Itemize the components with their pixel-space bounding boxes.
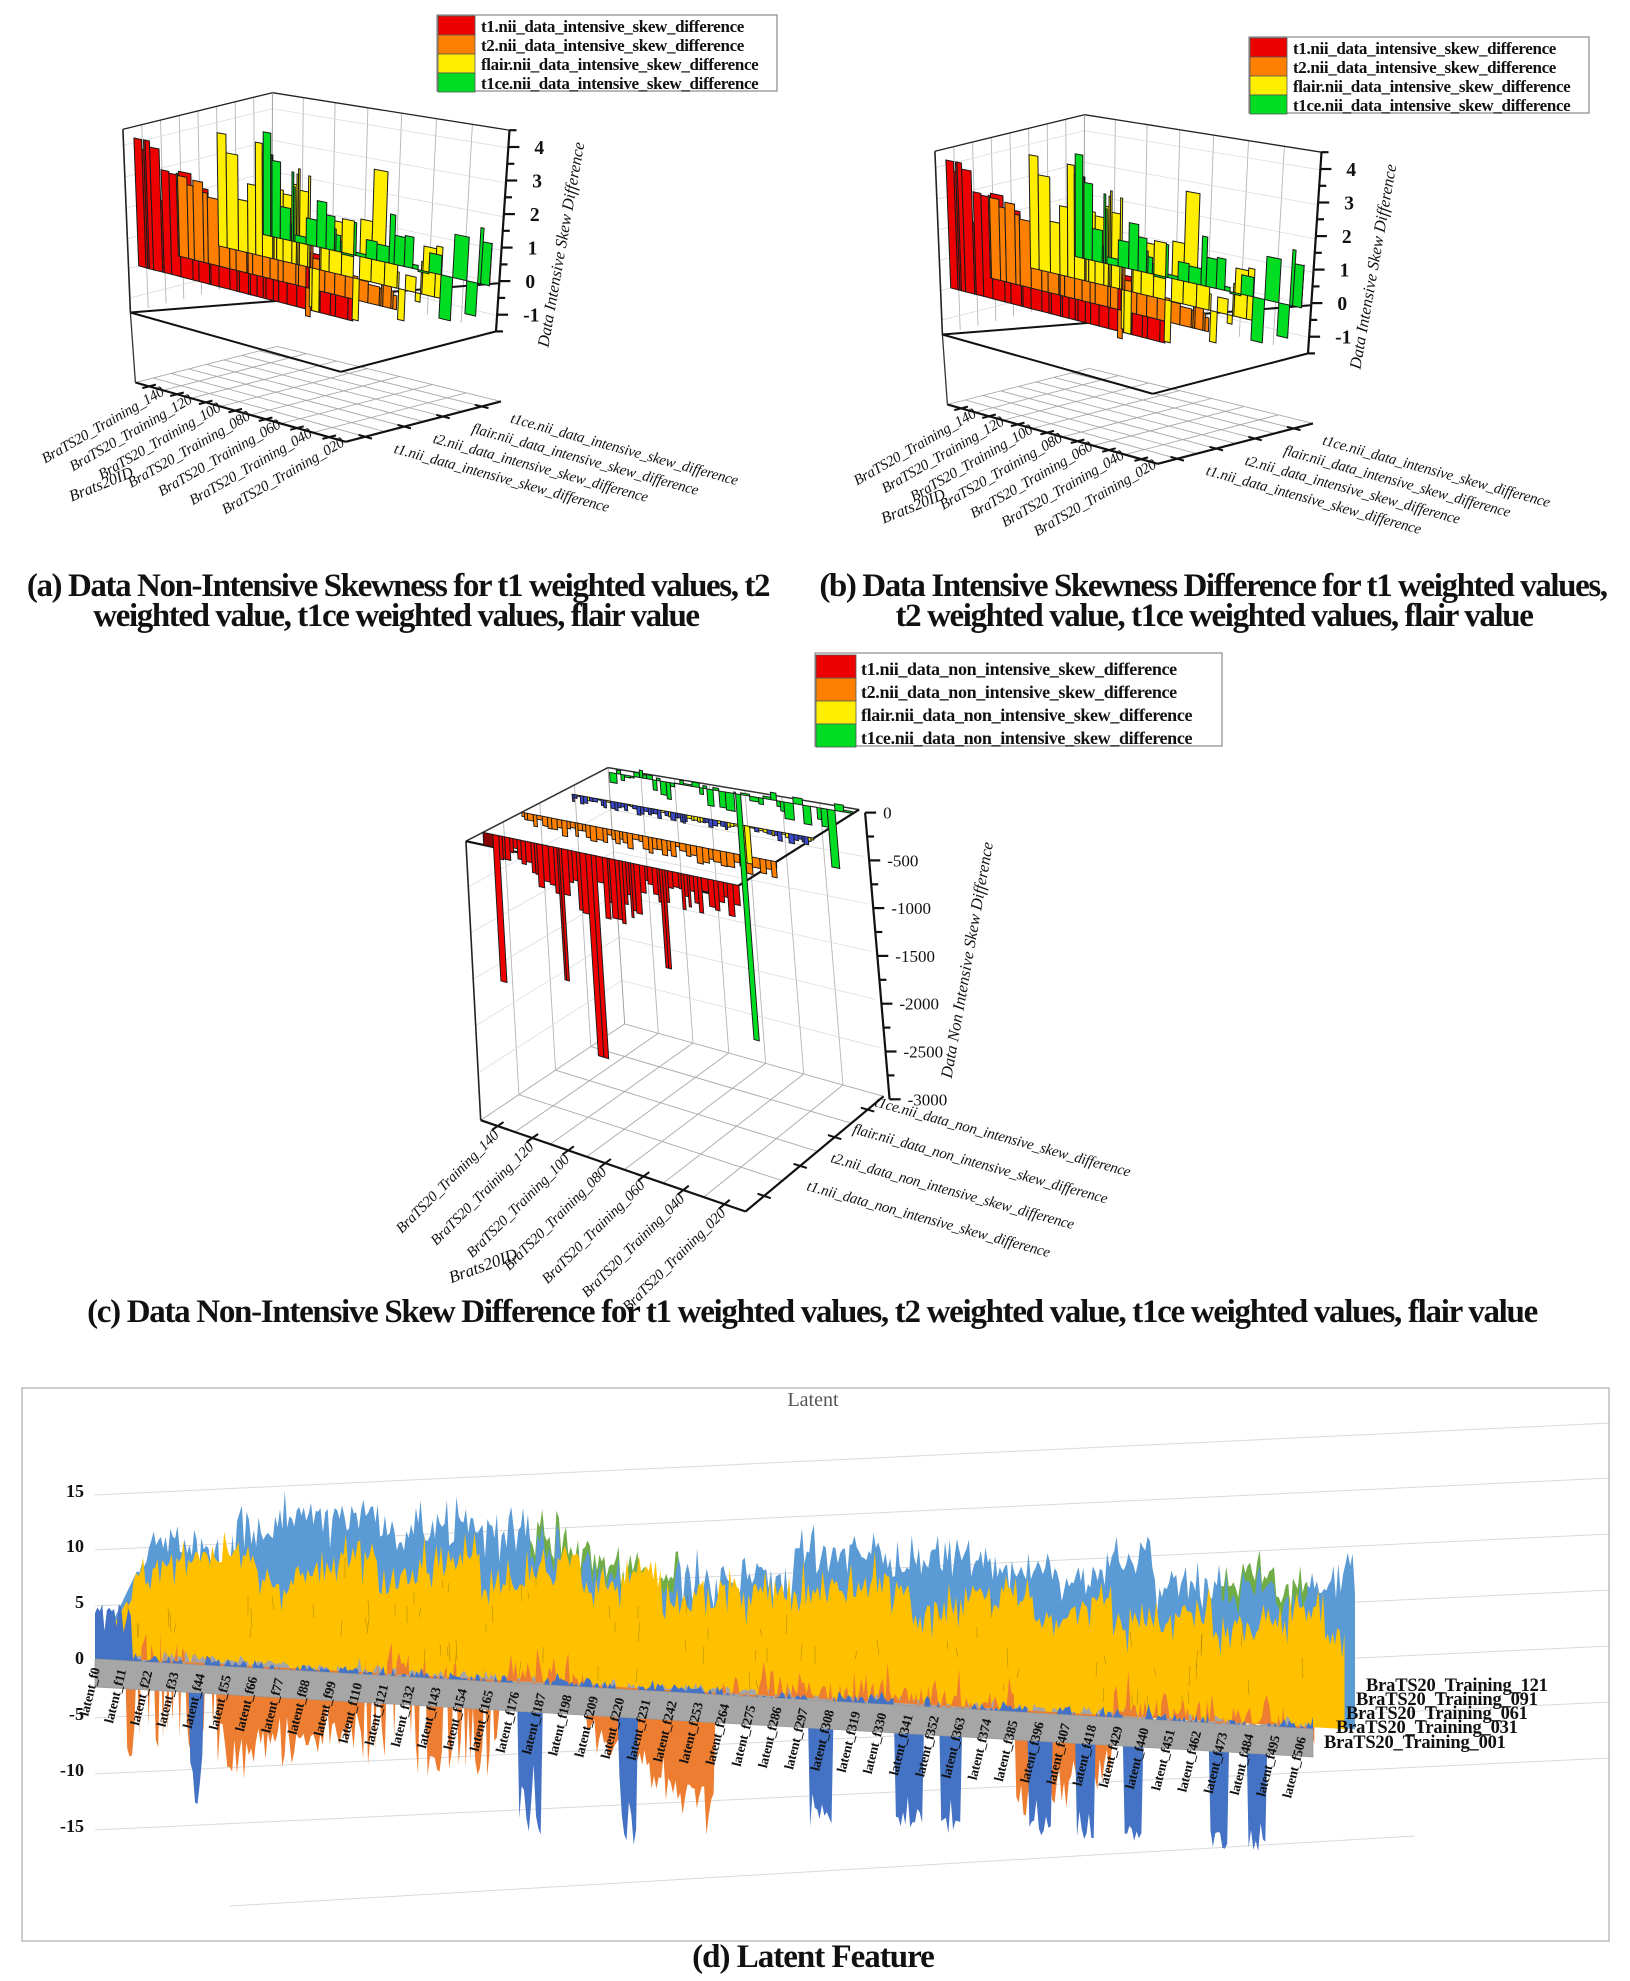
svg-text:(a) Data Non-Intensive Skewnes: (a) Data Non-Intensive Skewness for t1 w… <box>27 568 770 604</box>
svg-text:4: 4 <box>534 138 544 159</box>
svg-text:t1.nii_data_non_intensive_skew: t1.nii_data_non_intensive_skew_differenc… <box>861 659 1177 679</box>
svg-text:2: 2 <box>530 205 540 226</box>
svg-text:0: 0 <box>525 272 535 293</box>
svg-text:BraTS20_Training_001: BraTS20_Training_001 <box>1324 1733 1506 1753</box>
svg-text:t1ce.nii_data_non_intensive_sk: t1ce.nii_data_non_intensive_skew_differe… <box>861 728 1192 748</box>
svg-text:Latent: Latent <box>787 1389 839 1411</box>
svg-text:1: 1 <box>528 239 538 260</box>
svg-text:0: 0 <box>75 1648 84 1668</box>
svg-text:-3000: -3000 <box>908 1090 948 1109</box>
svg-text:BraTS20_Training_031: BraTS20_Training_031 <box>1336 1718 1518 1738</box>
svg-text:-15: -15 <box>60 1816 84 1836</box>
svg-text:t2.nii_data_intensive_skew_dif: t2.nii_data_intensive_skew_difference <box>481 36 745 55</box>
svg-text:BraTS20_Training_061: BraTS20_Training_061 <box>1346 1704 1528 1724</box>
svg-text:-10: -10 <box>60 1760 84 1780</box>
svg-text:-500: -500 <box>887 851 918 870</box>
svg-text:5: 5 <box>75 1592 84 1612</box>
svg-text:-1500: -1500 <box>895 947 935 966</box>
svg-text:3: 3 <box>532 172 542 193</box>
svg-text:t1ce.nii_data_intensive_skew_d: t1ce.nii_data_intensive_skew_difference <box>481 74 759 93</box>
svg-text:0: 0 <box>883 804 892 823</box>
svg-text:-2000: -2000 <box>899 995 939 1014</box>
svg-text:t2.nii_data_non_intensive_skew: t2.nii_data_non_intensive_skew_differenc… <box>861 682 1177 702</box>
svg-text:-2500: -2500 <box>904 1043 944 1062</box>
svg-text:(d) Latent Feature: (d) Latent Feature <box>692 1939 934 1975</box>
svg-text:weighted value, t1ce weighted: weighted value, t1ce weighted values, fl… <box>93 598 699 634</box>
svg-text:(b) Data Intensive Skewness Di: (b) Data Intensive Skewness Difference f… <box>819 568 1606 604</box>
svg-text:flair.nii_data_non_intensive_s: flair.nii_data_non_intensive_skew_differ… <box>861 705 1192 725</box>
svg-text:(c) Data Non-Intensive Skew Di: (c) Data Non-Intensive Skew Difference f… <box>87 1294 1538 1330</box>
svg-text:BraTS20_Training_121: BraTS20_Training_121 <box>1366 1676 1548 1696</box>
svg-text:BraTS20_Training_091: BraTS20_Training_091 <box>1356 1690 1538 1710</box>
svg-text:10: 10 <box>66 1536 84 1556</box>
svg-text:15: 15 <box>66 1481 84 1501</box>
svg-text:t2 weighted value, t1ce weight: t2 weighted value, t1ce weighted values,… <box>896 598 1534 634</box>
svg-text:-1000: -1000 <box>891 899 931 918</box>
svg-text:-1: -1 <box>523 306 539 327</box>
svg-text:flair.nii_data_intensive_skew_: flair.nii_data_intensive_skew_difference <box>481 55 759 74</box>
svg-text:-5: -5 <box>69 1704 84 1724</box>
svg-text:t1.nii_data_intensive_skew_dif: t1.nii_data_intensive_skew_difference <box>481 17 745 36</box>
